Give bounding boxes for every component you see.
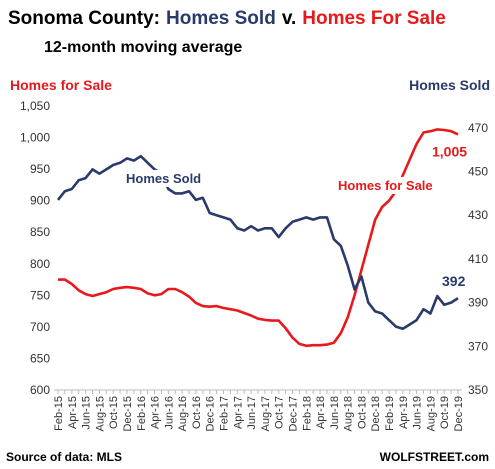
annotation: Homes Sold bbox=[126, 171, 201, 186]
x-tick-label: Feb-16 bbox=[136, 396, 148, 431]
y2-tick-label: 430 bbox=[468, 208, 488, 222]
x-tick-label: Jun-16 bbox=[163, 396, 175, 430]
y2-tick-label: 470 bbox=[468, 121, 488, 135]
x-tick-label: Feb-18 bbox=[301, 396, 313, 431]
y-tick-label: 950 bbox=[30, 162, 50, 176]
x-tick-label: Jun-15 bbox=[81, 396, 93, 430]
x-tick-label: Aug-18 bbox=[343, 396, 355, 431]
y2-tick-label: 450 bbox=[468, 165, 488, 179]
y-tick-label: 900 bbox=[30, 194, 50, 208]
y2-tick-label: 390 bbox=[468, 296, 488, 310]
x-tick-label: Aug-16 bbox=[177, 396, 189, 431]
y-tick-label: 600 bbox=[30, 383, 50, 397]
x-tick-label: Oct-16 bbox=[191, 396, 203, 429]
x-tick-label: Aug-17 bbox=[260, 396, 272, 431]
value-label: 1,005 bbox=[432, 143, 467, 159]
y-tick-label: 750 bbox=[30, 288, 50, 302]
x-tick-label: Aug-15 bbox=[94, 396, 106, 431]
annotation-bg bbox=[336, 177, 430, 194]
y2-tick-label: 350 bbox=[468, 383, 488, 397]
y-tick-label: 1,050 bbox=[20, 99, 50, 113]
annotation: Homes for Sale bbox=[338, 178, 433, 193]
x-tick-label: Dec-17 bbox=[287, 396, 299, 431]
source: Source of data: MLS bbox=[6, 450, 122, 464]
x-tick-label: Feb-15 bbox=[53, 396, 65, 431]
y2-tick-label: 410 bbox=[468, 252, 488, 266]
title-part: Sonoma County: bbox=[8, 8, 160, 29]
value-label: 392 bbox=[442, 273, 466, 289]
title-part: v. bbox=[282, 8, 296, 29]
y-tick-label: 800 bbox=[30, 257, 50, 271]
title-part: Homes Sold bbox=[166, 8, 276, 29]
x-tick-label: Apr-18 bbox=[315, 396, 327, 429]
y-tick-label: 1,000 bbox=[20, 131, 50, 145]
title-part: Homes For Sale bbox=[302, 8, 446, 29]
x-tick-label: Dec-15 bbox=[122, 396, 134, 431]
y2-axis-label: Homes Sold bbox=[409, 77, 490, 93]
chart-subtitle: 12-month moving average bbox=[44, 39, 242, 56]
y-tick-label: 650 bbox=[30, 351, 50, 365]
x-tick-label: Feb-17 bbox=[219, 396, 231, 431]
x-tick-label: Dec-16 bbox=[205, 396, 217, 431]
x-tick-label: Apr-17 bbox=[232, 396, 244, 429]
chart-title: Sonoma County: Homes Sold v. Homes For Sale bbox=[8, 8, 446, 29]
x-tick-label: Apr-16 bbox=[150, 396, 162, 429]
x-tick-label: Feb-19 bbox=[384, 396, 396, 431]
x-tick-label: Jun-17 bbox=[246, 396, 258, 430]
credit: WOLFSTREET.com bbox=[380, 450, 489, 464]
x-tick-label: Apr-19 bbox=[398, 396, 410, 429]
x-tick-label: Oct-19 bbox=[439, 396, 451, 429]
x-tick-label: Jun-19 bbox=[412, 396, 424, 430]
x-tick-label: Jun-18 bbox=[329, 396, 341, 430]
series-line bbox=[58, 128, 459, 348]
x-tick-label: Oct-15 bbox=[108, 396, 120, 429]
x-tick-label: Aug-19 bbox=[425, 396, 437, 431]
y-axis-label: Homes for Sale bbox=[10, 77, 112, 93]
y-tick-label: 700 bbox=[30, 320, 50, 334]
x-tick-label: Dec-19 bbox=[453, 396, 465, 431]
x-tick-label: Oct-17 bbox=[274, 396, 286, 429]
x-tick-label: Apr-15 bbox=[67, 396, 79, 429]
series-line bbox=[56, 154, 459, 331]
y-tick-label: 850 bbox=[30, 225, 50, 239]
x-tick-label: Dec-18 bbox=[370, 396, 382, 431]
x-tick-label: Oct-18 bbox=[356, 396, 368, 429]
y2-tick-label: 370 bbox=[468, 339, 488, 353]
annotation-bg bbox=[124, 170, 218, 187]
